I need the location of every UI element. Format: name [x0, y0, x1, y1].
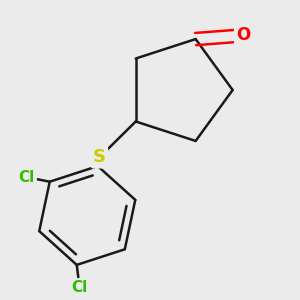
- Text: Cl: Cl: [72, 280, 88, 296]
- Text: Cl: Cl: [19, 169, 35, 184]
- Text: S: S: [93, 148, 106, 166]
- Text: O: O: [236, 26, 250, 44]
